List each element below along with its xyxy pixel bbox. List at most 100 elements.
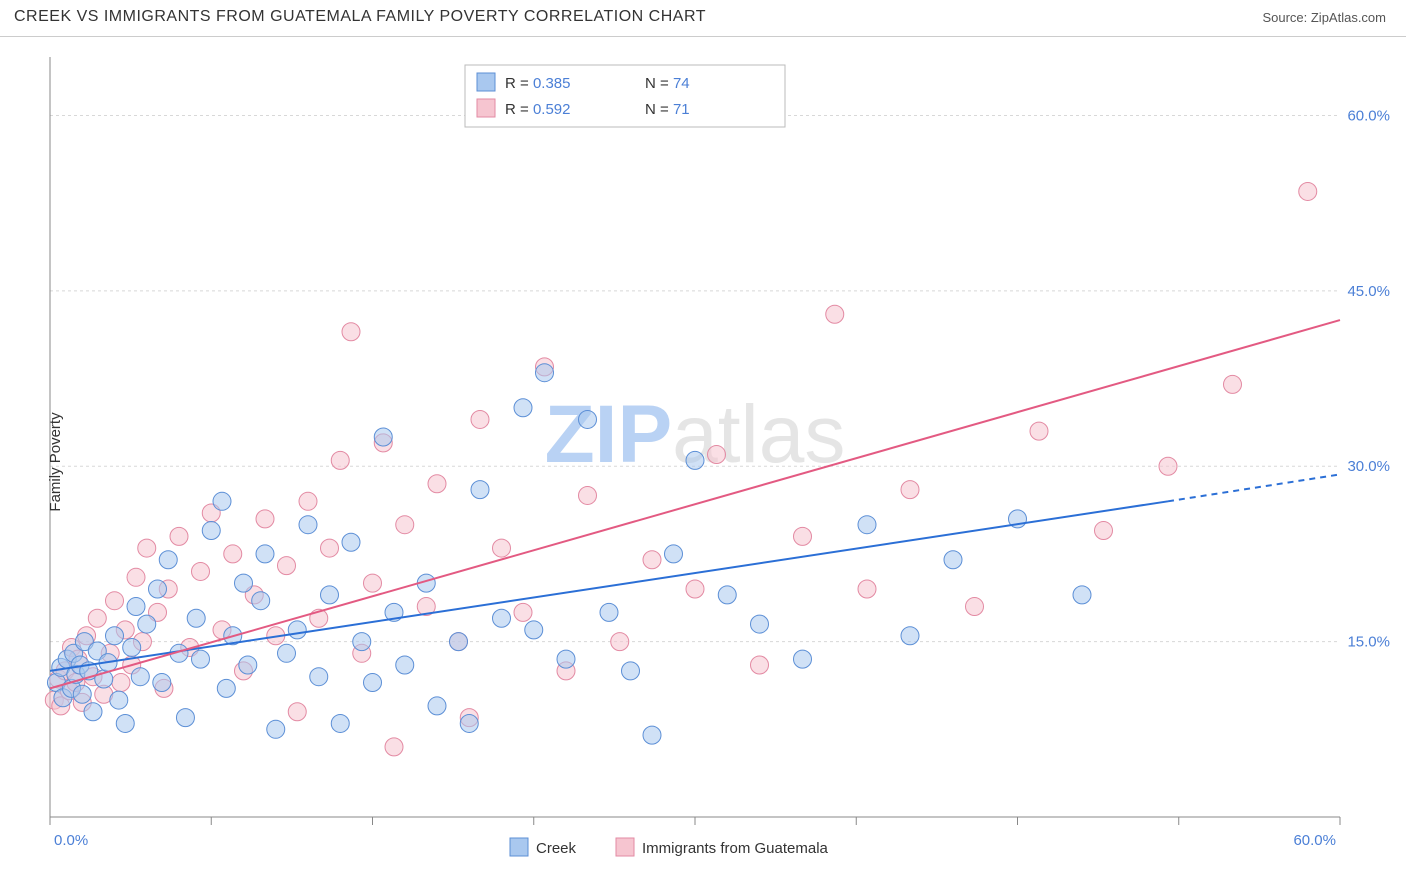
- data-point: [428, 697, 446, 715]
- data-point: [288, 621, 306, 639]
- data-point: [611, 633, 629, 651]
- data-point: [88, 609, 106, 627]
- data-point: [794, 527, 812, 545]
- data-point: [112, 674, 130, 692]
- data-point: [192, 562, 210, 580]
- data-point: [643, 551, 661, 569]
- data-point: [299, 492, 317, 510]
- data-point: [514, 399, 532, 417]
- data-point: [331, 451, 349, 469]
- data-point: [192, 650, 210, 668]
- data-point: [110, 691, 128, 709]
- data-point: [106, 627, 124, 645]
- data-point: [858, 580, 876, 598]
- data-point: [557, 650, 575, 668]
- data-point: [396, 516, 414, 534]
- legend-swatch: [510, 838, 528, 856]
- data-point: [342, 323, 360, 341]
- x-tick-label: 0.0%: [54, 832, 88, 849]
- data-point: [278, 557, 296, 575]
- data-point: [751, 615, 769, 633]
- y-tick-label: 30.0%: [1347, 458, 1390, 475]
- data-point: [686, 451, 704, 469]
- data-point: [127, 568, 145, 586]
- data-point: [224, 545, 242, 563]
- data-point: [239, 656, 257, 674]
- data-point: [536, 364, 554, 382]
- data-point: [153, 674, 171, 692]
- legend-label: Immigrants from Guatemala: [642, 840, 829, 857]
- data-point: [202, 522, 220, 540]
- data-point: [217, 679, 235, 697]
- data-point: [138, 539, 156, 557]
- x-tick-label: 60.0%: [1293, 832, 1336, 849]
- data-point: [267, 720, 285, 738]
- data-point: [450, 633, 468, 651]
- legend-r-label: R = 0.385: [505, 75, 570, 92]
- y-axis-label: Family Poverty: [47, 412, 64, 511]
- data-point: [299, 516, 317, 534]
- data-point: [718, 586, 736, 604]
- data-point: [364, 574, 382, 592]
- data-point: [84, 703, 102, 721]
- legend-n-label: N = 71: [645, 101, 690, 118]
- data-point: [622, 662, 640, 680]
- source-name: ZipAtlas.com: [1311, 10, 1386, 25]
- source-label: Source:: [1262, 10, 1310, 25]
- data-point: [966, 598, 984, 616]
- data-point: [514, 603, 532, 621]
- data-point: [1224, 375, 1242, 393]
- data-point: [493, 609, 511, 627]
- data-point: [131, 668, 149, 686]
- chart-header: CREEK VS IMMIGRANTS FROM GUATEMALA FAMIL…: [0, 0, 1406, 37]
- data-point: [176, 709, 194, 727]
- data-point: [159, 551, 177, 569]
- data-point: [1073, 586, 1091, 604]
- data-point: [149, 580, 167, 598]
- legend-swatch: [477, 99, 495, 117]
- data-point: [686, 580, 704, 598]
- trend-line-extrapolated: [1168, 474, 1340, 501]
- data-point: [1159, 457, 1177, 475]
- data-point: [1299, 182, 1317, 200]
- data-point: [1030, 422, 1048, 440]
- legend-swatch: [477, 73, 495, 91]
- legend-n-label: N = 74: [645, 75, 690, 92]
- data-point: [252, 592, 270, 610]
- data-point: [826, 305, 844, 323]
- data-point: [901, 627, 919, 645]
- data-point: [374, 428, 392, 446]
- data-point: [321, 586, 339, 604]
- legend-r-label: R = 0.592: [505, 101, 570, 118]
- y-tick-label: 15.0%: [1347, 634, 1390, 651]
- legend-label: Creek: [536, 840, 577, 857]
- data-point: [288, 703, 306, 721]
- data-point: [73, 685, 91, 703]
- data-point: [493, 539, 511, 557]
- data-point: [944, 551, 962, 569]
- data-point: [138, 615, 156, 633]
- data-point: [600, 603, 618, 621]
- data-point: [127, 598, 145, 616]
- data-point: [858, 516, 876, 534]
- data-point: [525, 621, 543, 639]
- data-point: [170, 527, 188, 545]
- data-point: [310, 668, 328, 686]
- data-point: [213, 492, 231, 510]
- data-point: [471, 481, 489, 499]
- data-point: [708, 446, 726, 464]
- data-point: [579, 410, 597, 428]
- y-tick-label: 60.0%: [1347, 107, 1390, 124]
- legend-swatch: [616, 838, 634, 856]
- data-point: [116, 714, 134, 732]
- data-point: [794, 650, 812, 668]
- data-point: [460, 714, 478, 732]
- source-attribution: Source: ZipAtlas.com: [1262, 10, 1386, 25]
- data-point: [1095, 522, 1113, 540]
- data-point: [643, 726, 661, 744]
- data-point: [106, 592, 124, 610]
- data-point: [353, 633, 371, 651]
- y-tick-label: 45.0%: [1347, 283, 1390, 300]
- data-point: [471, 410, 489, 428]
- data-point: [901, 481, 919, 499]
